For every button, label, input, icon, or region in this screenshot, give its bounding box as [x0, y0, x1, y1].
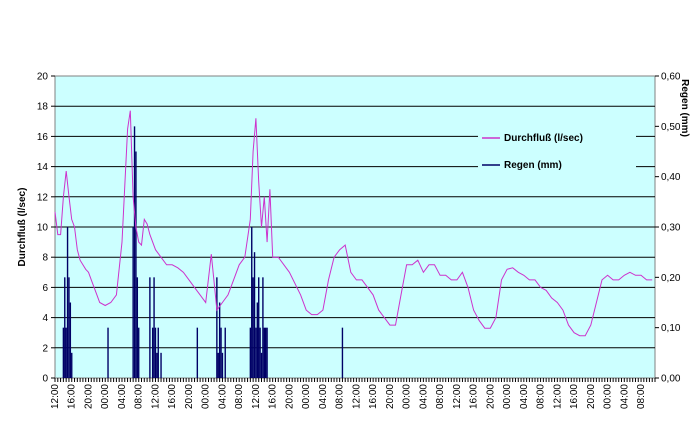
legend: Durchfluß (l/sec) Regen (mm)	[478, 128, 636, 176]
x-tick-label: 08:00	[234, 384, 245, 409]
x-tick-label: 12:00	[50, 384, 61, 409]
y-axis-right: 0,00 0,10 0,20 0,30 0,40 0,50 0,60	[655, 72, 681, 385]
y-axis-left: 0 2 4 6 8 10 12 14 16 18 20	[37, 72, 55, 385]
x-axis: 12:00 16:00 20:00 00:00 04:00 08:00 12:00 16:00…	[50, 378, 656, 409]
y-tick-label: 20	[37, 72, 49, 83]
y-tick-label: 14	[37, 162, 49, 173]
x-tick-label: 08:00	[435, 384, 446, 409]
y-tick-label: 8	[42, 253, 48, 264]
x-tick-label: 12:00	[351, 384, 362, 409]
x-tick-label: 12:00	[251, 384, 262, 409]
y2-tick-label: 0,50	[661, 122, 681, 133]
y2-tick-label: 0,60	[661, 72, 681, 83]
x-tick-label: 20:00	[284, 384, 295, 409]
legend-box	[478, 128, 636, 176]
x-tick-label: 08:00	[335, 384, 346, 409]
y-tick-label: 2	[42, 343, 48, 354]
y2-tick-label: 0,20	[661, 273, 681, 284]
legend-label-flow: Durchfluß (l/sec)	[504, 133, 583, 144]
x-tick-label: 20:00	[385, 384, 396, 409]
y-tick-label: 16	[37, 132, 49, 143]
x-tick-label: 04:00	[519, 384, 530, 409]
y2-tick-label: 0,40	[661, 172, 681, 183]
x-tick-label: 04:00	[217, 384, 228, 409]
x-tick-label: 04:00	[619, 384, 630, 409]
y-tick-label: 6	[42, 283, 48, 294]
x-tick-label: 12:00	[150, 384, 161, 409]
y-tick-label: 18	[37, 102, 49, 113]
y-tick-label: 0	[42, 374, 48, 385]
y-tick-label: 12	[37, 192, 49, 203]
x-tick-label: 20:00	[184, 384, 195, 409]
x-tick-label: 16:00	[67, 384, 78, 409]
y-tick-label: 4	[42, 313, 48, 324]
x-tick-label: 16:00	[167, 384, 178, 409]
x-tick-label: 12:00	[552, 384, 563, 409]
legend-label-rain: Regen (mm)	[504, 160, 562, 171]
x-tick-label: 20:00	[83, 384, 94, 409]
x-tick-label: 16:00	[368, 384, 379, 409]
x-tick-label: 12:00	[452, 384, 463, 409]
x-tick-label: 16:00	[469, 384, 480, 409]
x-tick-label: 04:00	[418, 384, 429, 409]
y2-tick-label: 0,00	[661, 374, 681, 385]
x-tick-label: 00:00	[201, 384, 212, 409]
x-tick-label: 00:00	[603, 384, 614, 409]
y2-tick-label: 0,10	[661, 323, 681, 334]
x-tick-label: 16:00	[569, 384, 580, 409]
y2-axis-title: Regen (mm)	[679, 79, 690, 137]
x-tick-label: 08:00	[536, 384, 547, 409]
x-tick-label: 00:00	[100, 384, 111, 409]
flow-series-line	[54, 110, 653, 337]
y2-tick-label: 0,30	[661, 223, 681, 234]
x-tick-label: 00:00	[502, 384, 513, 409]
rain-series	[62, 126, 344, 378]
x-tick-label: 04:00	[117, 384, 128, 409]
x-tick-label: 04:00	[318, 384, 329, 409]
x-tick-label: 16:00	[268, 384, 279, 409]
x-tick-label: 08:00	[134, 384, 145, 409]
x-tick-label: 20:00	[586, 384, 597, 409]
x-tick-label: 00:00	[402, 384, 413, 409]
x-tick-label: 08:00	[636, 384, 647, 409]
x-tick-label: 00:00	[301, 384, 312, 409]
y-axis-title: Durchfluß (l/sec)	[17, 188, 28, 267]
y-tick-label: 10	[37, 223, 49, 234]
x-tick-label: 20:00	[485, 384, 496, 409]
